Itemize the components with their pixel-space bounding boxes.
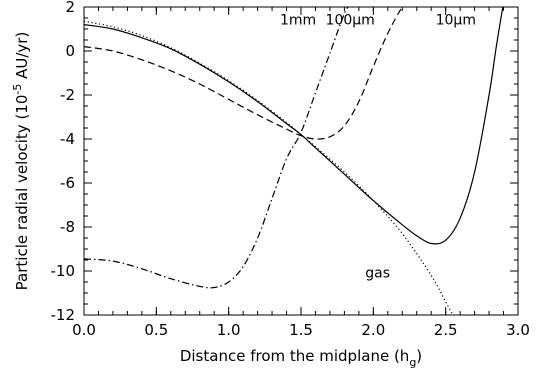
curve-label: 1mm xyxy=(280,13,316,29)
curve-label: 100μm xyxy=(326,13,375,29)
x-tick-label: 2.5 xyxy=(434,321,458,339)
x-tick-label: 1.0 xyxy=(217,321,241,339)
x-tick-label: 3.0 xyxy=(506,321,530,339)
y-tick-label: -2 xyxy=(60,86,75,104)
y-tick-label: -4 xyxy=(60,130,75,148)
y-axis-title: Particle radial velocity (10-5 AU/yr) xyxy=(11,32,31,291)
series-line-0 xyxy=(84,7,504,245)
x-tick-label: 0.5 xyxy=(144,321,168,339)
y-tick-label: 2 xyxy=(65,0,75,16)
tick-layer: 0.0 0.5 1.0 1.5 2.0 2.5 3.0 2 0 -2 -4 -6 -8 -10 -12 xyxy=(51,0,530,339)
curve-label-layer: 1mm 100μm 10μm gas xyxy=(280,13,476,282)
curve-label: gas xyxy=(365,266,390,282)
x-tick-label: 0.0 xyxy=(72,321,96,339)
x-tick-label: 2.0 xyxy=(361,321,385,339)
plot-frame xyxy=(83,6,519,316)
x-tick-label: 1.5 xyxy=(289,321,313,339)
y-tick-label: -8 xyxy=(60,218,75,236)
y-tick-label: -6 xyxy=(60,174,75,192)
series-line-2 xyxy=(84,7,349,289)
series-layer xyxy=(84,7,504,315)
y-tick-label: -10 xyxy=(51,262,76,280)
curve-label: 10μm xyxy=(436,13,476,29)
series-line-1 xyxy=(84,7,404,140)
y-tick-label: 0 xyxy=(65,42,75,60)
y-tick-label: -12 xyxy=(51,306,76,324)
series-line-3 xyxy=(84,20,454,315)
x-axis-title: Distance from the midplane (hg) xyxy=(180,347,422,369)
